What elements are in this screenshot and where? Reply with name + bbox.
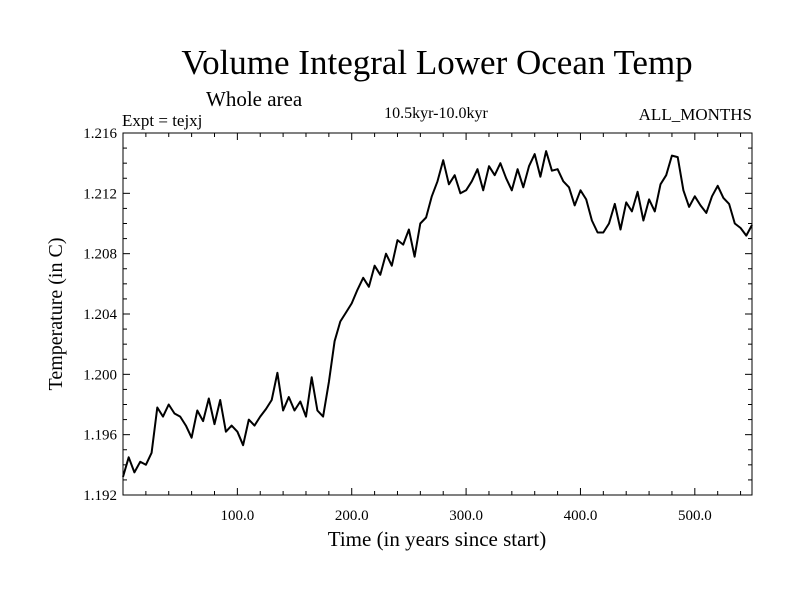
y-tick-label: 1.196 (83, 428, 117, 444)
y-tick-label: 1.216 (83, 126, 117, 142)
x-tick-label: 200.0 (335, 508, 369, 524)
chart-subtitle: Whole area (206, 87, 303, 111)
x-tick-label: 100.0 (220, 508, 254, 524)
plot-frame (122, 132, 753, 496)
period-label: 10.5kyr-10.0kyr (384, 105, 488, 122)
y-tick-label: 1.192 (83, 488, 117, 504)
x-tick-label: 500.0 (678, 508, 712, 524)
experiment-label: Expt = tejxj (122, 111, 202, 130)
axis-ticks (123, 132, 752, 496)
y-tick-labels: 1.192 1.196 1.200 1.204 1.208 1.212 1.216 (83, 126, 117, 504)
x-axis-label: Time (in years since start) (328, 527, 547, 551)
y-axis-label: Temperature (in C) (45, 238, 67, 391)
y-tick-label: 1.200 (83, 367, 117, 383)
series-line-tejxj (122, 150, 753, 478)
chart-title: Volume Integral Lower Ocean Temp (181, 43, 692, 82)
x-tick-label: 300.0 (449, 508, 483, 524)
x-tick-labels: 100.0 200.0 300.0 400.0 500.0 (220, 508, 711, 524)
x-tick-label: 400.0 (564, 508, 598, 524)
months-label: ALL_MONTHS (639, 105, 752, 124)
y-tick-label: 1.212 (83, 186, 117, 202)
y-tick-label: 1.204 (83, 307, 117, 323)
y-tick-label: 1.208 (83, 247, 117, 263)
